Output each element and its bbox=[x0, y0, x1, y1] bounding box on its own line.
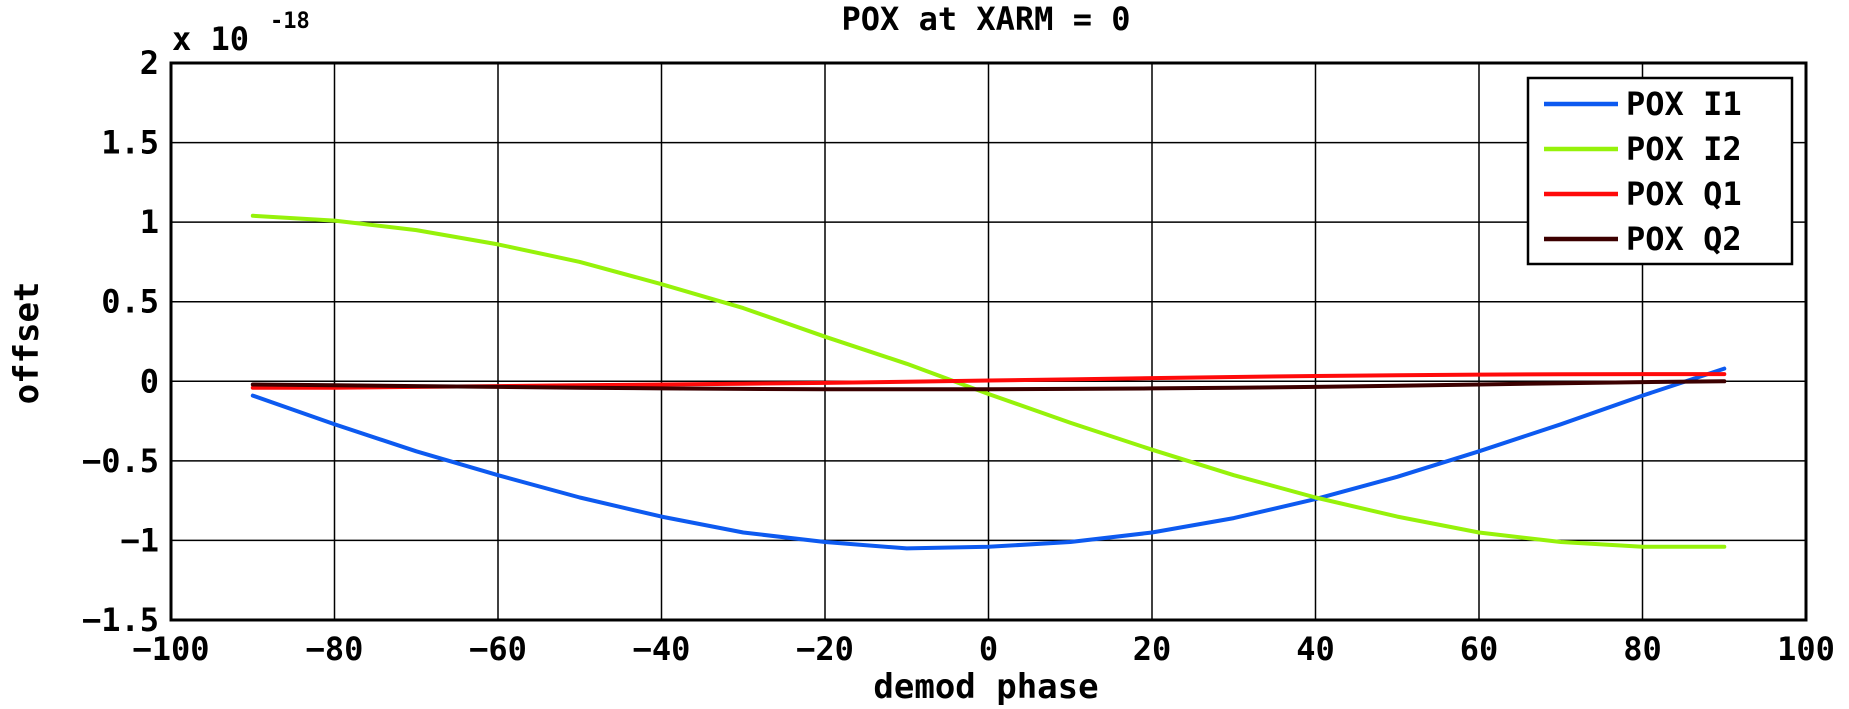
tick-labels: −100 −80 −60 −40 −20 0 20 40 60 80 100 −1.5 −1 −0.5 0 0… bbox=[82, 44, 1835, 668]
y-tick-label: 0.5 bbox=[101, 283, 159, 321]
x-tick-label: −20 bbox=[796, 630, 854, 668]
legend-label: POX I1 bbox=[1626, 85, 1742, 123]
y-multiplier-exponent: -18 bbox=[270, 9, 310, 34]
x-tick-label: 60 bbox=[1460, 630, 1499, 668]
x-axis-label: demod phase bbox=[873, 667, 1098, 707]
y-tick-label: −1 bbox=[120, 521, 159, 559]
series-line-1 bbox=[250, 366, 1727, 551]
x-tick-label: −40 bbox=[633, 630, 691, 668]
x-tick-label: 80 bbox=[1623, 630, 1662, 668]
legend-label: POX Q2 bbox=[1626, 220, 1742, 258]
x-tick-label: 0 bbox=[979, 630, 998, 668]
legend: POX I1 POX I2 POX Q1 POX Q2 bbox=[1526, 76, 1794, 266]
chart-title: POX at XARM = 0 bbox=[842, 0, 1131, 38]
x-tick-label: 40 bbox=[1296, 630, 1335, 668]
y-tick-label: 0 bbox=[140, 362, 159, 400]
y-tick-label: −1.5 bbox=[82, 601, 159, 639]
x-tick-label: −80 bbox=[306, 630, 364, 668]
legend-label: POX I2 bbox=[1626, 130, 1742, 168]
plot-frame bbox=[169, 61, 1808, 622]
legend-label: POX Q1 bbox=[1626, 175, 1742, 213]
y-tick-label: 1 bbox=[140, 203, 159, 241]
y-multiplier-base: x 10 bbox=[172, 20, 249, 58]
x-tick-label: −60 bbox=[469, 630, 527, 668]
series-layer bbox=[250, 213, 1727, 551]
y-tick-label: 1.5 bbox=[101, 124, 159, 162]
legend-box bbox=[1526, 76, 1794, 266]
x-tick-label: 20 bbox=[1133, 630, 1172, 668]
series-line-4 bbox=[250, 379, 1727, 392]
y-tick-label: 2 bbox=[140, 44, 159, 82]
series-line-2 bbox=[250, 213, 1727, 549]
y-tick-label: −0.5 bbox=[82, 442, 159, 480]
y-axis-label: offset bbox=[7, 282, 47, 405]
x-tick-label: 100 bbox=[1777, 630, 1835, 668]
x-tick-label: −100 bbox=[132, 630, 209, 668]
